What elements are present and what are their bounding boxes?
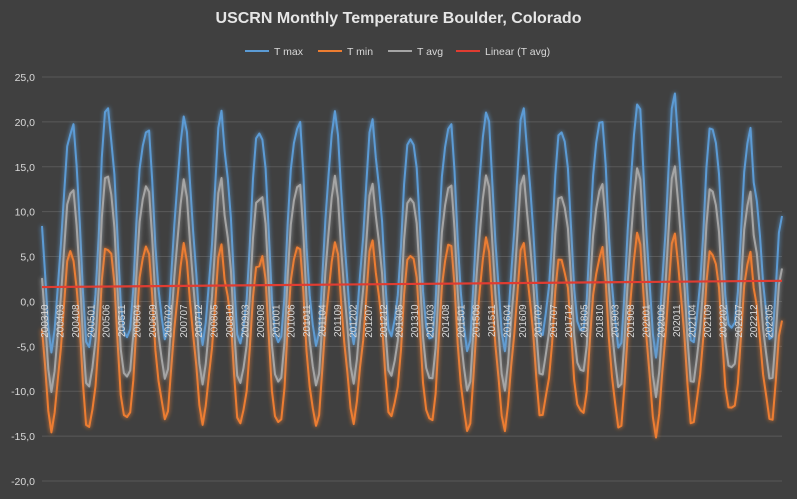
x-tick-label: 201707	[549, 304, 560, 338]
legend-label: Linear (T avg)	[485, 46, 550, 58]
x-tick-label: 202207	[734, 304, 745, 338]
x-tick-label: 200511	[117, 304, 128, 337]
y-tick-label: 5,0	[20, 252, 35, 264]
series-line-t-avg	[41, 165, 783, 399]
x-tick-label: 201609	[518, 304, 529, 338]
x-tick-label: 200310	[40, 304, 51, 338]
x-tick-label: 200501	[86, 304, 97, 338]
x-tick-label: 201903	[610, 304, 621, 338]
x-tick-label: 201109	[333, 304, 344, 337]
y-tick-label: 25,0	[15, 72, 36, 84]
x-tick-label: 200908	[256, 304, 267, 338]
x-tick-label: 201805	[580, 304, 591, 338]
x-tick-label: 202305	[765, 304, 776, 338]
x-tick-label: 201712	[564, 304, 575, 338]
series-line-t-max	[41, 92, 783, 359]
x-tick-label: 200506	[102, 304, 113, 338]
x-tick-label: 202212	[749, 304, 760, 338]
y-tick-label: -10,0	[11, 386, 35, 398]
chart-title: USCRN Monthly Temperature Boulder, Color…	[215, 10, 582, 27]
y-tick-label: 20,0	[15, 117, 36, 129]
x-tick-label: 201011	[302, 304, 313, 337]
x-tick-label: 201810	[595, 304, 606, 338]
x-tick-label: 200903	[240, 304, 251, 338]
x-tick-label: 201001	[271, 304, 282, 338]
x-tick-label: 200609	[148, 304, 159, 338]
x-tick-label: 201212	[379, 304, 390, 338]
x-tick-label: 200712	[194, 304, 205, 338]
x-tick-label: 202109	[703, 304, 714, 338]
x-tick-label: 200408	[71, 304, 82, 338]
series-line-t-min	[41, 231, 783, 439]
x-tick-label: 201702	[533, 304, 544, 338]
x-tick-label: 201506	[472, 304, 483, 338]
x-tick-label: 201202	[348, 304, 359, 338]
x-tick-label: 201511	[487, 304, 498, 337]
x-tick-label: 201104	[318, 304, 329, 337]
x-tick-label: 201310	[410, 304, 421, 338]
x-tick-label: 201207	[364, 304, 375, 338]
y-tick-label: -5,0	[17, 341, 35, 353]
y-tick-label: -20,0	[11, 476, 35, 488]
x-tick-label: 200707	[179, 304, 190, 338]
x-tick-label: 201006	[287, 304, 298, 338]
x-tick-label: 200604	[133, 304, 144, 338]
x-tick-label: 202202	[718, 304, 729, 338]
y-tick-label: 10,0	[15, 207, 36, 219]
x-tick-label: 201305	[395, 304, 406, 338]
x-tick-label: 200805	[210, 304, 221, 338]
y-tick-label: 15,0	[15, 162, 36, 174]
x-tick-label: 201408	[441, 304, 452, 338]
x-tick-label: 202011	[672, 304, 683, 337]
x-tick-label: 201604	[503, 304, 514, 338]
x-tick-label: 202006	[657, 304, 668, 338]
x-tick-label: 201501	[456, 304, 467, 338]
trendline-t-avg	[41, 279, 783, 289]
x-tick-label: 202001	[641, 304, 652, 338]
legend-label: T min	[347, 46, 373, 58]
x-tick-label: 200702	[163, 304, 174, 338]
legend-label: T max	[274, 46, 304, 58]
x-tick-label: 201403	[425, 304, 436, 338]
y-tick-label: -15,0	[11, 431, 35, 443]
x-tick-label: 200810	[225, 304, 236, 338]
y-tick-label: 0,0	[20, 296, 35, 308]
x-tick-label: 202104	[688, 304, 699, 338]
x-tick-label: 200403	[55, 304, 66, 338]
legend-label: T avg	[417, 46, 443, 58]
x-tick-label: 201908	[626, 304, 637, 338]
